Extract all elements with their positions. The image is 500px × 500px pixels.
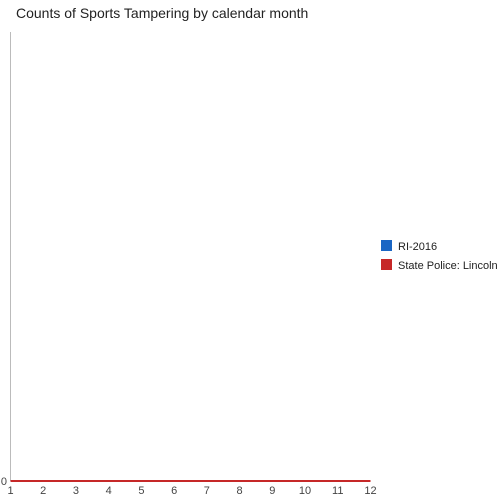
x-tick-label: 2 [40, 485, 46, 497]
x-tick-label: 4 [106, 485, 112, 497]
x-tick-label: 1 [7, 485, 13, 497]
x-tick-label: 5 [138, 485, 144, 497]
x-tick-label: 3 [73, 485, 79, 497]
x-tick-label: 11 [332, 485, 343, 497]
x-tick-label: 10 [299, 485, 311, 497]
x-tick-label: 8 [237, 485, 243, 497]
legend-label-1: RI-2016 [398, 241, 437, 253]
y-tick-label: 0 [1, 476, 7, 488]
legend-swatch-2 [381, 259, 392, 270]
x-tick-label: 6 [171, 485, 177, 497]
x-tick-label: 9 [269, 485, 275, 497]
x-tick-label: 7 [204, 485, 210, 497]
x-tick-label: 12 [364, 485, 376, 497]
y-tick-labels: 0 [1, 476, 7, 488]
x-tick-labels: 1 2 3 4 5 6 7 8 9 10 11 12 [7, 485, 376, 497]
legend-swatch-1 [381, 240, 392, 251]
legend: RI-2016 State Police: Lincoln [381, 240, 498, 272]
chart-title: Counts of Sports Tampering by calendar m… [16, 5, 308, 21]
legend-label-2: State Police: Lincoln [398, 260, 498, 272]
